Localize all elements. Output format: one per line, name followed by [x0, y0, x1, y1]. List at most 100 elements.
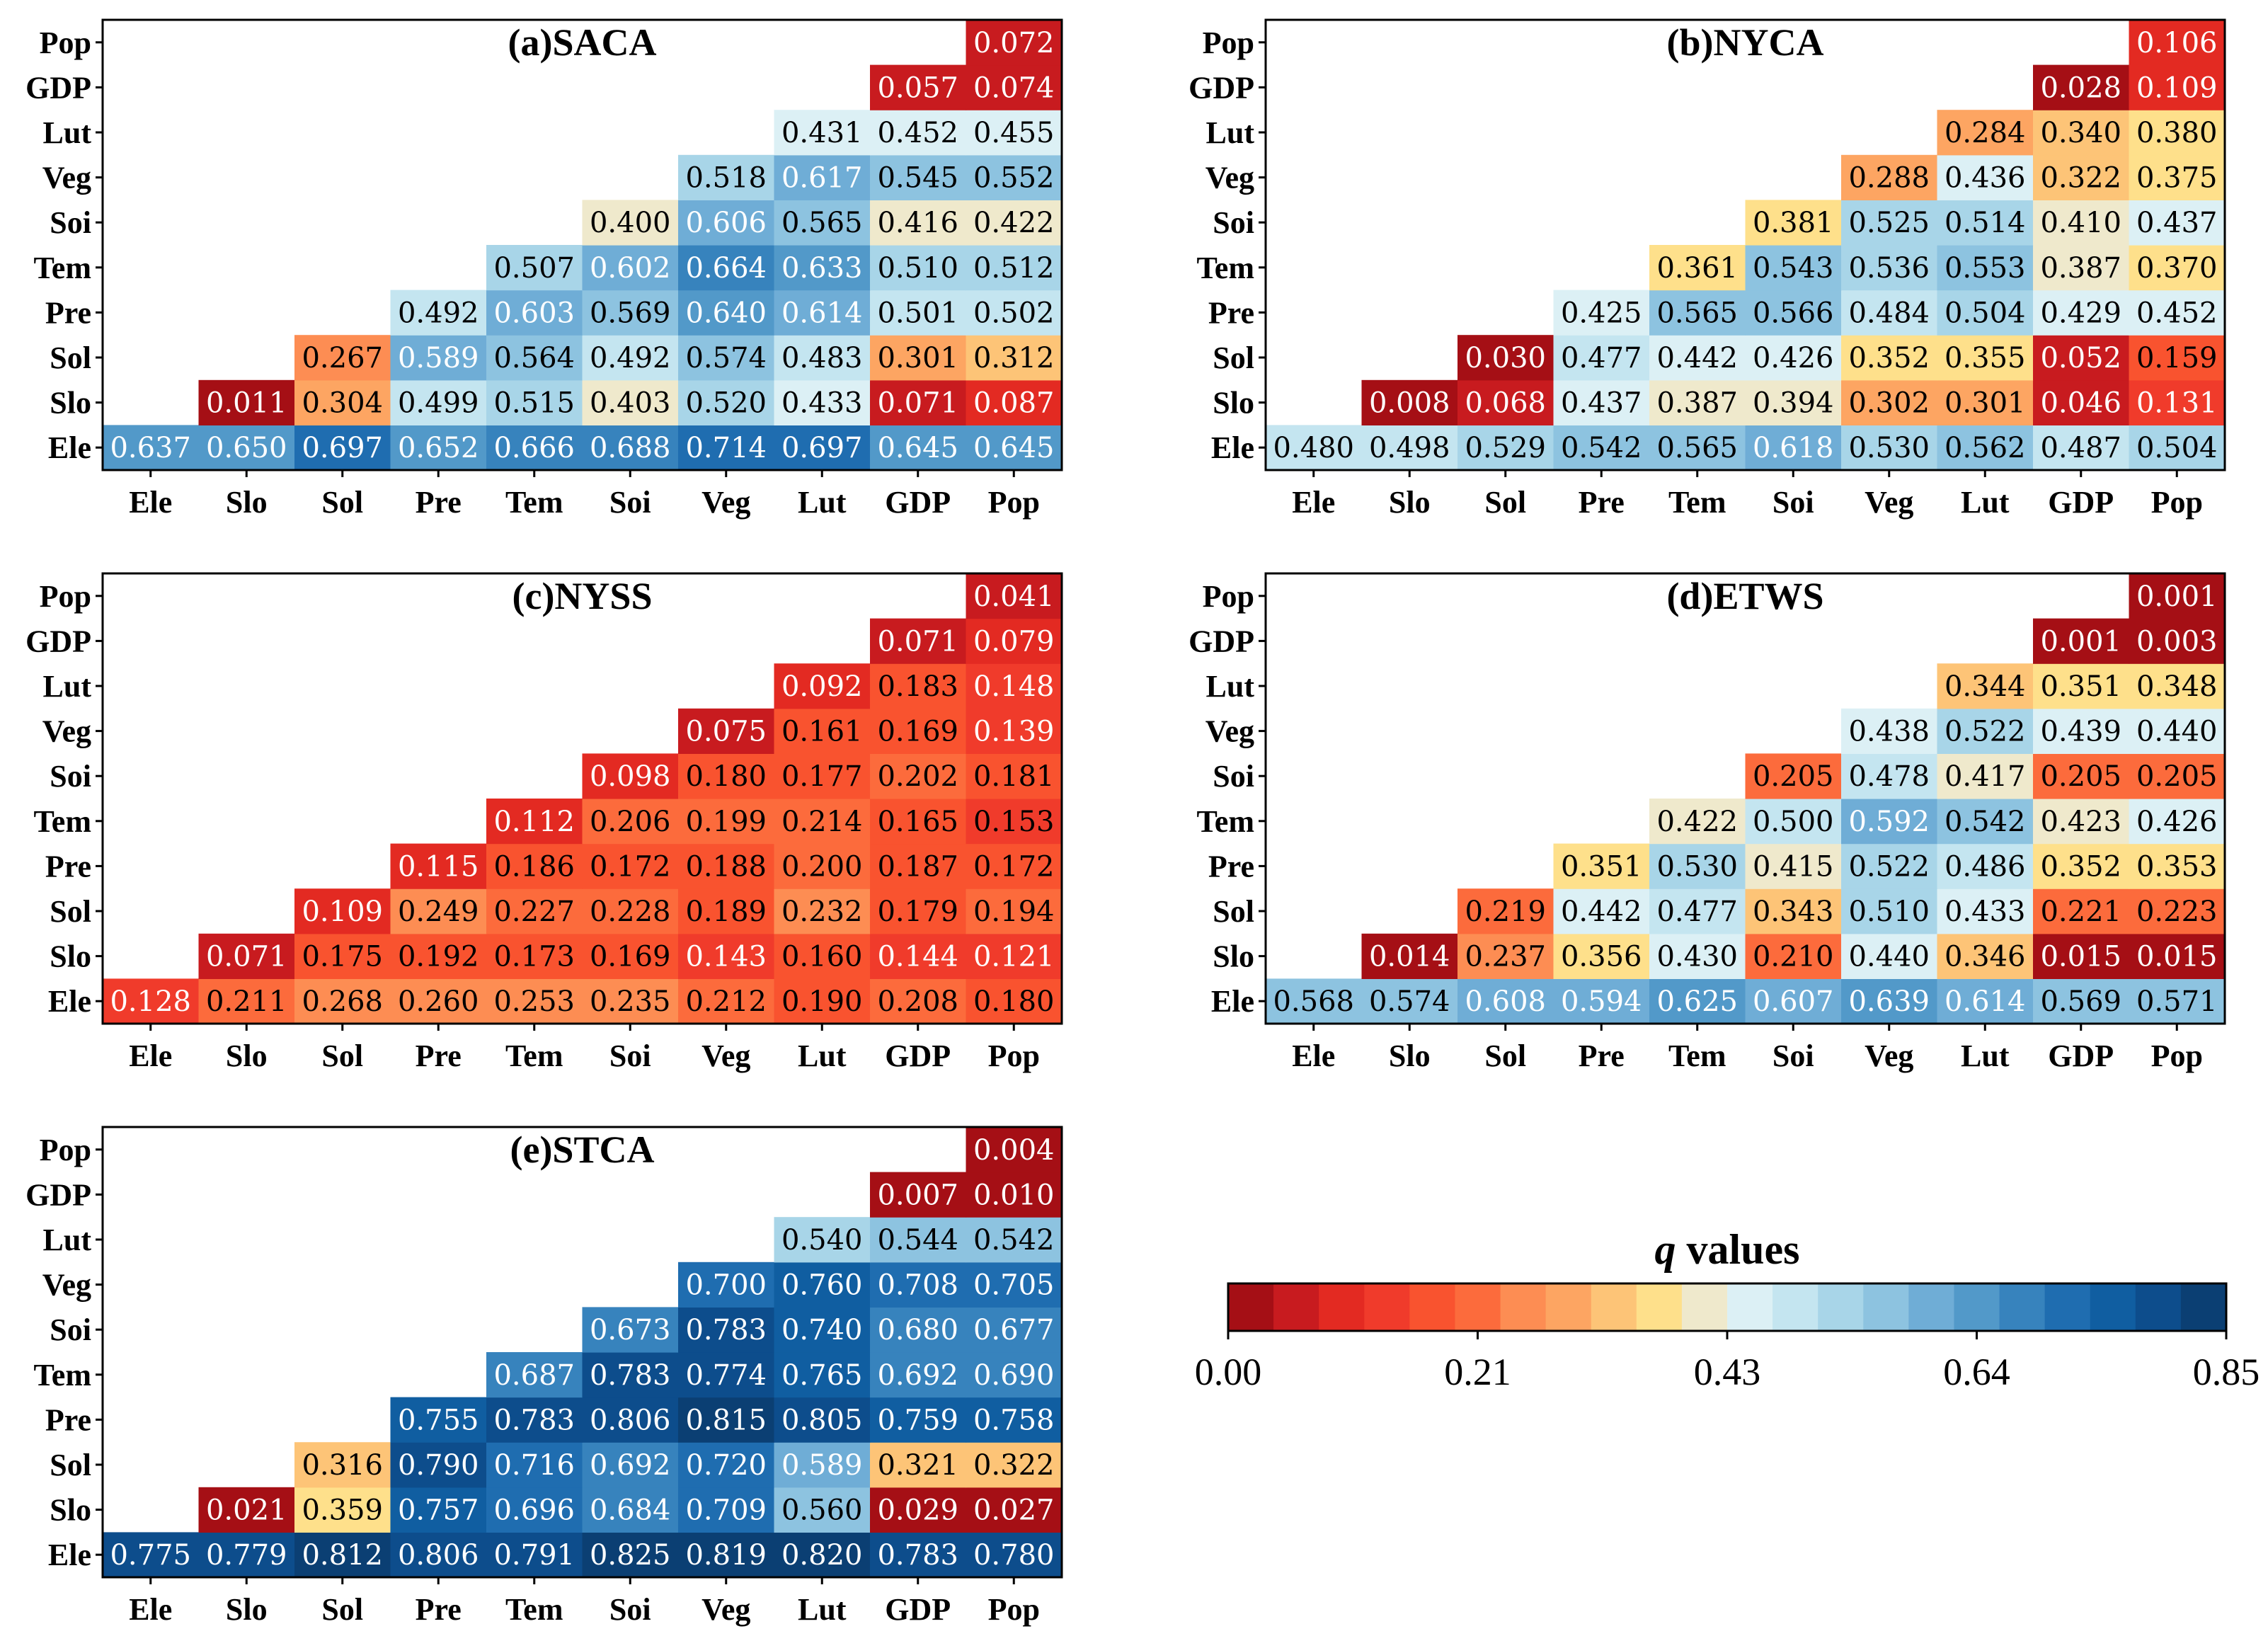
cell-value-label: 0.394	[1753, 387, 1834, 420]
cell-value-label: 0.501	[877, 297, 958, 329]
heatmap-cell	[774, 933, 871, 979]
cell-value-label: 0.520	[685, 387, 767, 420]
colorbar-segment	[2135, 1283, 2182, 1331]
cell-value-label: 0.344	[1945, 670, 2026, 703]
heatmap-cell	[486, 933, 583, 979]
heatmap-cell	[870, 888, 967, 934]
y-tick-label: Pop	[1203, 579, 1254, 614]
heatmap-cell	[198, 978, 295, 1024]
heatmap-cell	[582, 888, 679, 934]
heatmap-cell	[582, 799, 679, 845]
heatmap-cell	[2129, 618, 2226, 664]
colorbar-segment	[1364, 1283, 1410, 1331]
cell-value-label: 0.027	[973, 1494, 1055, 1527]
cell-value-label: 0.175	[302, 941, 383, 973]
heatmap-cell	[966, 110, 1063, 156]
heatmap-cell	[966, 978, 1063, 1024]
x-tick-label: Sol	[1484, 1039, 1526, 1073]
cell-value-label: 0.253	[493, 985, 575, 1018]
cell-value-label: 0.790	[398, 1449, 479, 1482]
cell-value-label: 0.774	[685, 1359, 767, 1392]
heatmap-cell	[966, 573, 1063, 619]
cell-value-label: 0.205	[2040, 760, 2121, 793]
y-tick-label: Veg	[42, 161, 91, 195]
y-tick-label: Lut	[43, 115, 92, 150]
heatmap-cell	[774, 753, 871, 799]
heatmap-cell	[1457, 933, 1554, 979]
cell-value-label: 0.565	[1656, 297, 1738, 329]
heatmap-cell	[678, 335, 775, 381]
heatmap-cell	[1457, 335, 1554, 381]
heatmap-cell	[774, 154, 871, 200]
heatmap-cell	[1841, 154, 1938, 200]
cell-value-label: 0.510	[877, 252, 958, 285]
cell-value-label: 0.148	[973, 670, 1055, 703]
heatmap-cell	[1745, 933, 1842, 979]
heatmap-cell	[966, 1442, 1063, 1488]
cell-value-label: 0.180	[973, 985, 1055, 1018]
cell-value-label: 0.652	[398, 432, 479, 464]
colorbar-segment	[2044, 1283, 2091, 1331]
cell-value-label: 0.536	[1848, 252, 1930, 285]
heatmap-cell	[1745, 753, 1842, 799]
cell-value-label: 0.346	[1945, 941, 2026, 973]
heatmap-cell	[486, 888, 583, 934]
heatmap-cell	[774, 1487, 871, 1533]
x-tick-label: Pop	[988, 485, 1040, 520]
heatmap-cell	[966, 290, 1063, 336]
heatmap-cell	[2033, 110, 2130, 156]
cell-value-label: 0.015	[2040, 941, 2121, 973]
cell-value-label: 0.072	[973, 27, 1055, 59]
y-tick-label: Soi	[50, 1312, 91, 1347]
cell-value-label: 0.602	[590, 252, 671, 285]
x-tick-label: Pop	[2151, 1039, 2203, 1073]
x-tick-label: Veg	[701, 1592, 750, 1627]
heatmap-cell	[2129, 200, 2226, 246]
heatmap-cell	[870, 663, 967, 709]
heatmap-cell	[1745, 978, 1842, 1024]
y-tick-label: Pre	[45, 849, 91, 883]
x-tick-label: Slo	[226, 1039, 268, 1073]
cell-value-label: 0.071	[206, 941, 287, 973]
cell-value-label: 0.121	[973, 941, 1055, 973]
cell-value-label: 0.487	[2040, 432, 2121, 464]
heatmap-cell	[582, 425, 679, 471]
cell-value-label: 0.003	[2136, 625, 2218, 658]
heatmap-cell	[966, 708, 1063, 754]
y-tick-label: Veg	[42, 1268, 91, 1303]
x-tick-label: Veg	[1865, 485, 1913, 520]
cell-value-label: 0.312	[973, 342, 1055, 374]
cell-value-label: 0.589	[398, 342, 479, 374]
cell-value-label: 0.812	[302, 1539, 383, 1572]
cell-value-label: 0.212	[685, 985, 767, 1018]
heatmap-cell	[870, 1172, 967, 1218]
cell-value-label: 0.606	[685, 207, 767, 239]
cell-value-label: 0.592	[1848, 806, 1930, 838]
cell-value-label: 0.512	[973, 252, 1055, 285]
y-tick-label: Slo	[50, 386, 91, 421]
cell-value-label: 0.153	[973, 806, 1055, 838]
cell-value-label: 0.169	[590, 941, 671, 973]
y-tick-label: Sol	[50, 894, 91, 929]
heatmap-cell	[1649, 290, 1746, 336]
heatmap-cell	[294, 379, 391, 425]
y-tick-label: Ele	[1211, 430, 1254, 465]
heatmap-cell	[1841, 753, 1938, 799]
heatmap-cell	[2033, 933, 2130, 979]
cell-value-label: 0.189	[685, 896, 767, 928]
cell-value-label: 0.001	[2136, 580, 2218, 613]
y-tick-label: Slo	[50, 939, 91, 974]
heatmap-cell	[678, 1397, 775, 1443]
heatmap-cell	[870, 1442, 967, 1488]
heatmap-cell	[966, 1217, 1063, 1263]
cell-value-label: 0.301	[877, 342, 958, 374]
y-tick-label: GDP	[25, 70, 91, 105]
x-tick-label: GDP	[885, 1592, 951, 1627]
heatmap-cell	[486, 290, 583, 336]
cell-value-label: 0.322	[973, 1449, 1055, 1482]
heatmap-cell	[678, 1262, 775, 1308]
heatmap-cell	[2033, 154, 2130, 200]
cell-value-label: 0.284	[1945, 117, 2026, 149]
heatmap-cell	[294, 335, 391, 381]
panel-title: (d)ETWS	[1666, 575, 1823, 617]
